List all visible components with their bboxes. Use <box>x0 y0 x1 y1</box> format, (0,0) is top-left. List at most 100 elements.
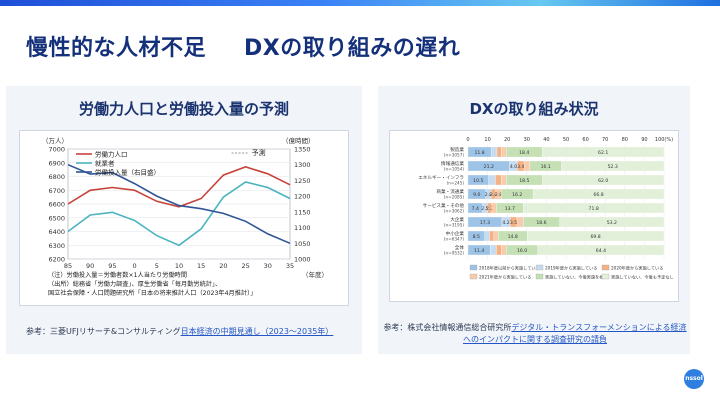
y-right-tick-label: 1150 <box>294 208 311 216</box>
x-tick-label: 80 <box>622 137 628 143</box>
right-reference: 参考：株式会社情報通信総合研究所デジタル・トランスフォーメンションによる経済への… <box>382 322 688 346</box>
x-tick-label: 25 <box>241 262 249 270</box>
slide-title-right: DXの取り組みの遅れ <box>244 36 461 61</box>
bar-segment <box>501 146 507 158</box>
bar-value-label: 2.8 <box>495 192 502 198</box>
bar-value-label: 2.5 <box>481 206 488 212</box>
dx-status-figure: 0 10 20 30 40 50 60 70 80 90 100(%) 製造業 (n=3057) 11.8… <box>389 130 679 302</box>
legend-swatch <box>535 273 544 280</box>
legend-swatch <box>469 273 478 280</box>
bar-value-label: 69.8 <box>590 234 600 240</box>
bar-value-label: 21.2 <box>484 164 494 170</box>
company-logo: nssol <box>684 369 704 389</box>
x-tick-label: 5 <box>155 262 159 270</box>
x-tick-label: 20 <box>504 137 510 143</box>
y-left-axis-label: （万人） <box>42 137 68 145</box>
bar-segment <box>496 244 502 256</box>
x-tick-label: 70 <box>602 137 608 143</box>
bar-value-label: 4.0 <box>510 164 517 170</box>
bar-segment <box>523 202 665 214</box>
top-accent-bar <box>0 0 720 6</box>
y-left-tick-label: 7000 <box>48 146 65 154</box>
bar-value-label: 3.4 <box>517 164 524 170</box>
bar-segment <box>501 174 507 186</box>
bar-segment <box>490 146 498 158</box>
category-n-label: (n=3057) <box>444 153 464 158</box>
series-line <box>67 163 291 245</box>
chart-note: 国立社会保障・人口問題研究所「日本の将来推計人口（2023年4月推計）」 <box>48 289 256 297</box>
bar-value-label: 16.2 <box>512 192 522 198</box>
bar-value-label: 2.4 <box>490 192 497 198</box>
legend-swatch <box>469 264 478 271</box>
bar-segment <box>561 160 665 172</box>
bar-segment <box>496 146 502 158</box>
bar-value-label: 11.4 <box>474 248 484 254</box>
bar-segment <box>537 244 665 256</box>
bar-segment <box>516 216 524 228</box>
dx-status-heading: DXの取り組み状況 <box>469 100 599 118</box>
x-tick-label: 10 <box>175 262 183 270</box>
bar-value-label: 14.8 <box>508 234 518 240</box>
labor-forecast-figure: 7000 6900 6800 6700 6600 6500 6400 6300 6200 1350… <box>19 130 349 306</box>
bar-value-label: 62.1 <box>598 150 608 156</box>
bar-value-label: 9.0 <box>473 192 480 198</box>
legend-label: 2020年度から実施している <box>611 265 663 272</box>
x-tick-label: 60 <box>582 137 588 143</box>
bar-value-label: 18.4 <box>519 150 529 156</box>
category-label: 情報通信業 <box>441 160 464 167</box>
x-tick-label: 30 <box>524 137 530 143</box>
y-left-tick-label: 6800 <box>48 173 65 181</box>
bar-value-label: 7.4 <box>472 206 479 212</box>
bar-value-label: 66.8 <box>593 192 603 198</box>
y-left-tick-label: 6500 <box>48 214 65 222</box>
bar-value-label: 62.0 <box>598 178 608 184</box>
bar-value-label: 13.7 <box>505 206 515 212</box>
legend-label: 2021年度から実施している <box>479 274 531 281</box>
x-tick-label: 0 <box>133 262 137 270</box>
bar-segment <box>542 146 665 158</box>
bar-segment <box>501 244 507 256</box>
category-n-label: (n=245) <box>447 181 465 186</box>
y-left-tick-label: 6400 <box>48 228 65 236</box>
chart-note: （出所）総務省「労働力調査」、厚生労働省「毎月勤労統計」、 <box>48 280 221 288</box>
x-tick-label: 20 <box>219 262 227 270</box>
y-right-tick-label: 1350 <box>294 146 311 154</box>
legend-swatch <box>601 264 610 271</box>
dx-status-panel: DXの取り組み状況 0 10 20 30 40 50 60 70 80 90 100(%) 製造業 (n… <box>378 86 690 354</box>
y-right-tick-label: 1000 <box>294 256 311 264</box>
y-right-tick-label: 1200 <box>294 193 311 201</box>
labor-forecast-panel: 労働力人口と労働投入量の予測 7000 6900 6800 6700 6600 6500 6… <box>6 86 362 354</box>
category-label: エネルギー・インフラ <box>418 175 464 181</box>
bar-segment <box>523 160 531 172</box>
x-axis-label: （年度） <box>302 270 328 279</box>
bar-value-label: 18.5 <box>519 178 529 184</box>
bar-value-label: 18.6 <box>536 220 546 226</box>
y-right-tick-label: 1250 <box>294 177 311 185</box>
bar-value-label: 71.8 <box>589 206 599 212</box>
x-tick-label: 85 <box>64 262 72 270</box>
left-reference-link[interactable]: 日本経済の中期見通し（2023～2035年） <box>180 327 334 336</box>
y-right-tick-label: 1300 <box>294 161 311 169</box>
category-n-label: (n=3195) <box>444 223 464 228</box>
y-left-tick-label: 6300 <box>48 242 65 250</box>
series-line <box>67 166 291 208</box>
bar-segment <box>559 216 665 228</box>
x-tick-label: 15 <box>197 262 205 270</box>
legend-label: 労働力人口 <box>95 150 128 159</box>
bar-value-label: 53.2 <box>607 220 617 226</box>
category-label: 商業・流通業 <box>436 188 464 195</box>
legend-label: 2018年度以前から実施している <box>479 265 540 272</box>
category-label: サービス業・その他 <box>423 202 465 209</box>
left-reference-prefix: 参考：三菱UFJリサーチ&コンサルティング <box>26 327 181 336</box>
bar-segment <box>542 174 665 186</box>
bar-segment <box>490 244 497 256</box>
bar-value-label: 17.3 <box>480 220 490 226</box>
category-label: 大企業 <box>450 216 464 223</box>
bar-segment <box>532 188 665 200</box>
bar-segment <box>493 230 499 242</box>
category-n-label: (n=6347) <box>444 237 464 242</box>
right-reference-link[interactable]: デジタル・トランスフォーメンションによる経済へのインパクトに関する調査研究の請負 <box>463 323 687 344</box>
bar-segment <box>491 202 497 214</box>
bar-segment <box>484 230 490 242</box>
bar-value-label: 2.2 <box>486 206 493 212</box>
